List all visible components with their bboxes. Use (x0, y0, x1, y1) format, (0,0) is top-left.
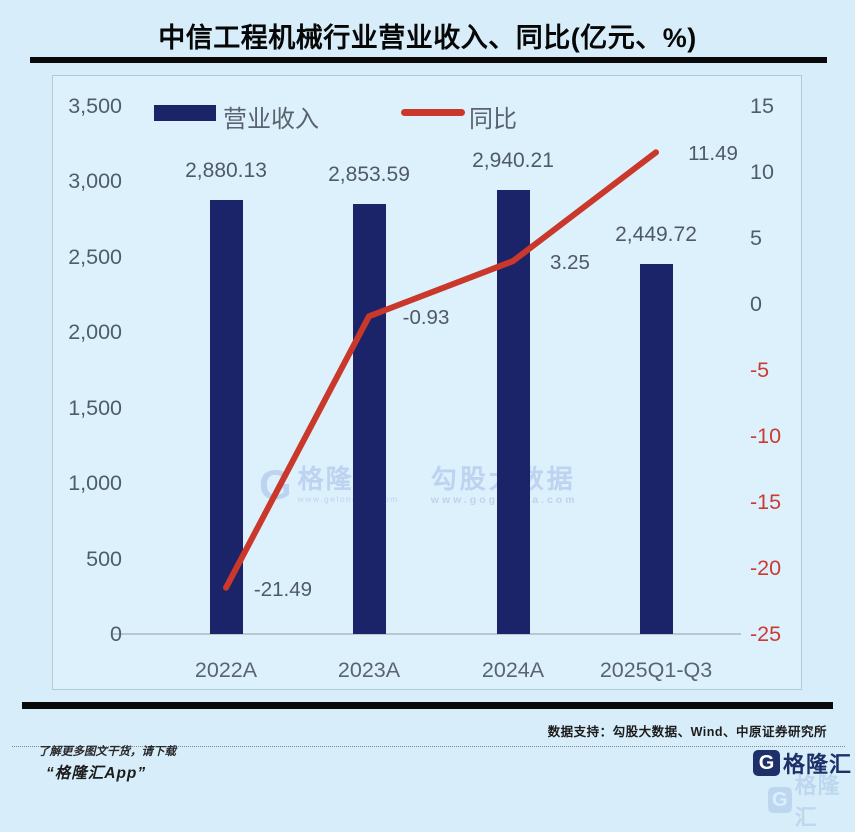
legend-line-swatch (401, 109, 465, 116)
line-value-label: -0.93 (402, 306, 450, 330)
left-axis-tick: 500 (86, 546, 122, 571)
page-title: 中信工程机械行业营业收入、同比(亿元、%) (158, 23, 697, 53)
bar-value-label: 2,853.59 (328, 162, 410, 186)
left-axis-tick: 0 (110, 622, 122, 646)
right-axis-tick: 0 (750, 292, 762, 316)
legend-label-yoy: 同比 (469, 106, 517, 133)
screenshot-root: 中信工程机械行业营业收入、同比(亿元、%) 营业收入 同比 G 格隆汇 www.… (12, 23, 852, 830)
x-axis-line (113, 633, 741, 635)
yoy-line (223, 149, 659, 591)
left-axis-tick: 3,500 (68, 94, 122, 118)
revenue-bar (352, 203, 386, 634)
category-label: 2022A (194, 658, 258, 682)
right-axis-tick: 5 (750, 226, 762, 250)
line-value-label: 11.49 (688, 142, 738, 166)
footer-divider (22, 702, 833, 709)
line-value-label: -21.49 (253, 577, 313, 601)
data-source-credit: 数据支持：勾股大数据、Wind、中原证券研究所 (547, 725, 827, 739)
right-axis-tick: -20 (750, 556, 782, 580)
legend-bar-swatch (154, 105, 216, 121)
left-axis-tick: 3,000 (68, 169, 122, 194)
category-label: 2025Q1-Q3 (599, 658, 713, 682)
left-axis-tick: 2,500 (68, 244, 122, 269)
right-axis-tick: 10 (750, 160, 774, 184)
gelonghui-g-icon-reflection: G (768, 787, 792, 813)
right-axis-tick: -15 (750, 490, 782, 514)
gelonghui-logo-text: 格隆汇 (783, 752, 853, 777)
left-axis-tick: 2,000 (68, 320, 122, 345)
right-axis-tick: -10 (750, 424, 782, 448)
chart-panel: 营业收入 同比 G 格隆汇 www.gelonghui.com 勾股大数据 ww… (52, 75, 802, 690)
right-axis-tick: -5 (750, 358, 770, 382)
right-axis-tick: 15 (750, 94, 774, 118)
legend-label-revenue: 营业收入 (223, 106, 319, 133)
left-axis-tick: 1,000 (68, 471, 122, 496)
footer-promo-text: 了解更多图文干货，请下载 (38, 746, 176, 758)
category-label: 2024A (481, 658, 545, 682)
footer-app-name: “格隆汇App” (46, 765, 147, 782)
footer-dotted-line (12, 746, 845, 747)
bar-value-label: 2,880.13 (185, 158, 267, 182)
bar-value-label: 2,940.21 (472, 149, 554, 173)
gelonghui-g-icon: G (753, 750, 780, 776)
plot-area: 营业收入 同比 G 格隆汇 www.gelonghui.com 勾股大数据 ww… (53, 76, 801, 689)
left-axis-tick: 1,500 (68, 395, 122, 420)
title-divider (30, 57, 827, 63)
gelonghui-logo: G 格隆汇 (753, 747, 852, 779)
bar-value-label: 2,449.72 (615, 223, 697, 247)
category-label: 2023A (337, 658, 401, 682)
revenue-bar (639, 264, 673, 634)
right-axis-tick: -25 (750, 622, 782, 646)
line-value-label: 3.25 (550, 251, 590, 275)
